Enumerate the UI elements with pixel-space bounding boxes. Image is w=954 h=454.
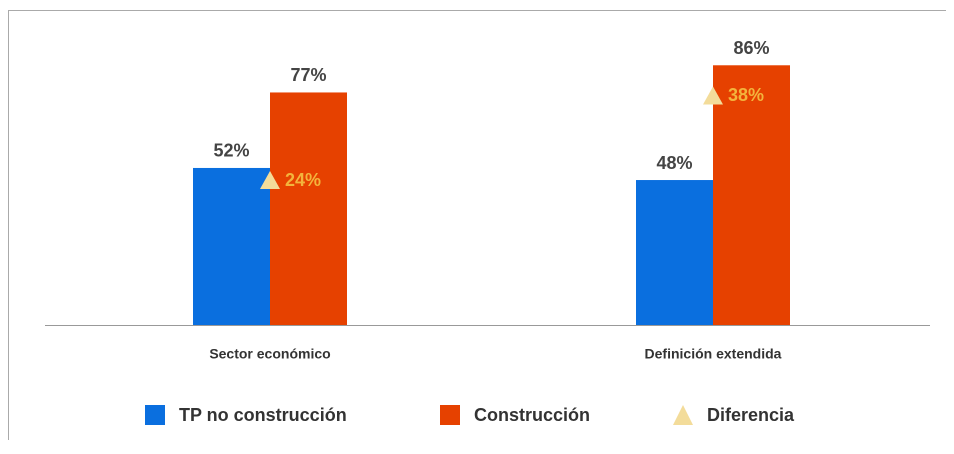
legend-marker [673, 405, 693, 425]
difference-label: 24% [285, 170, 321, 190]
bar [636, 180, 713, 325]
difference-label: 38% [728, 85, 764, 105]
value-label: 86% [733, 38, 769, 58]
legend-label: TP no construcción [179, 405, 347, 425]
bar [713, 65, 790, 325]
legend-label: Construcción [474, 405, 590, 425]
legend-label: Diferencia [707, 405, 795, 425]
value-label: 52% [213, 141, 249, 161]
x-tick-label: Sector económico [209, 346, 330, 362]
bar [193, 167, 270, 325]
difference-marker [703, 86, 723, 105]
bar [270, 92, 347, 326]
difference-marker [260, 171, 280, 190]
legend-swatch [440, 405, 460, 425]
value-label: 48% [656, 153, 692, 173]
value-label: 77% [290, 65, 326, 85]
legend-swatch [145, 405, 165, 425]
x-tick-label: Definición extendida [645, 346, 782, 362]
